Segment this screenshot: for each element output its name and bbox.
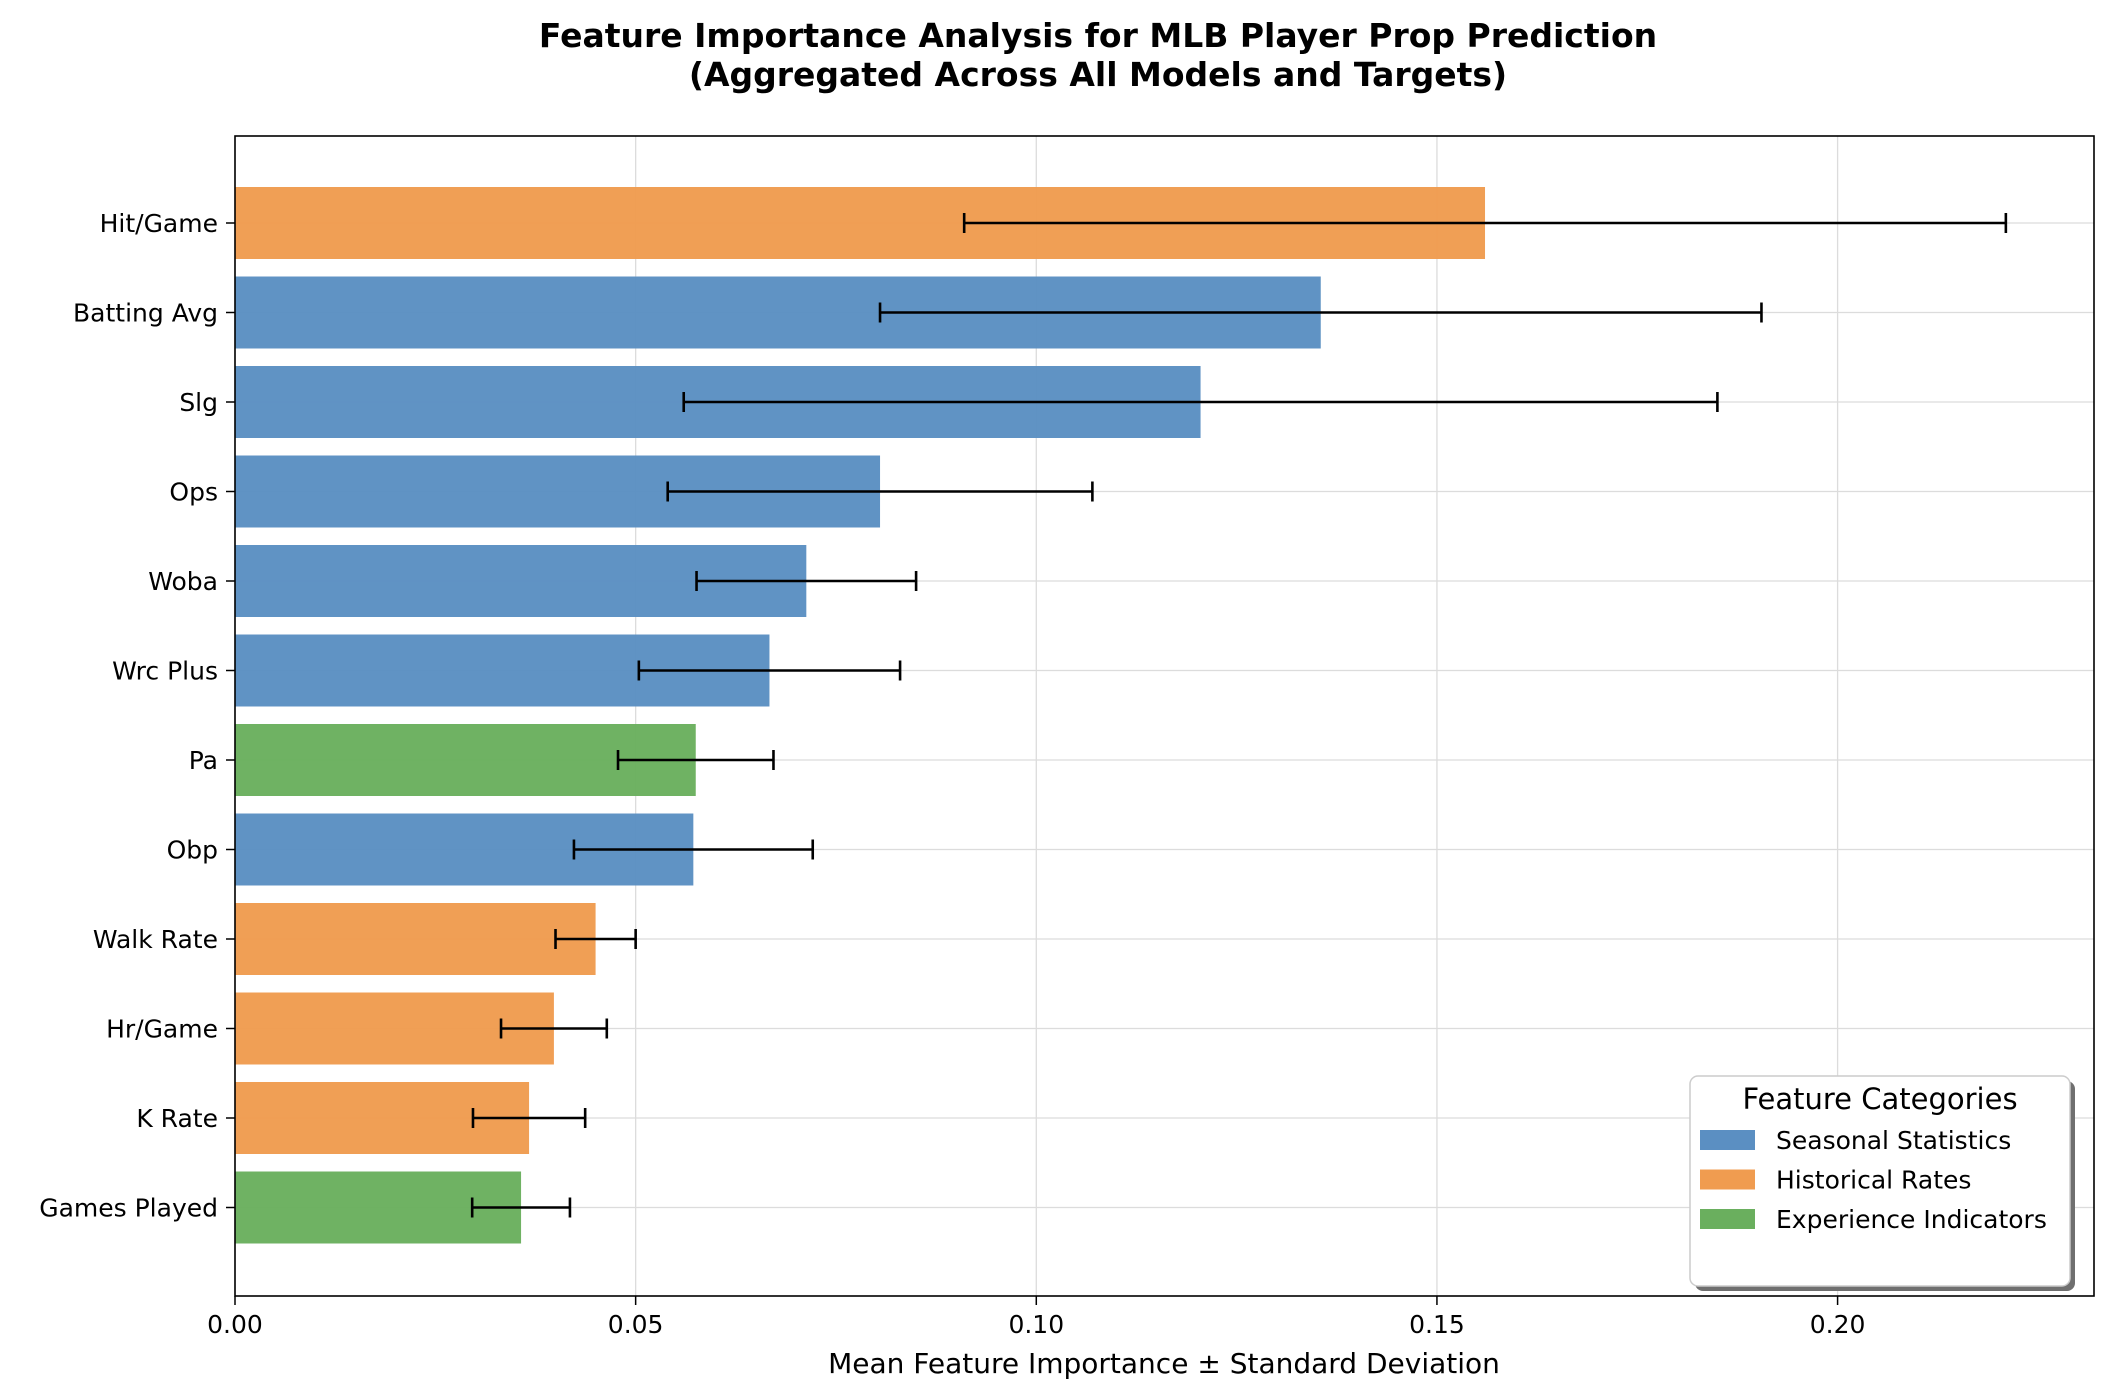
x-tick-label: 0.20 (1810, 1310, 1866, 1339)
x-axis-label: Mean Feature Importance ± Standard Devia… (828, 1347, 1500, 1380)
error-bar-walk-rate (554, 929, 637, 949)
error-bar-hit-game (962, 213, 2008, 233)
legend-label-historical-rates: Historical Rates (1776, 1166, 1971, 1195)
y-tick-label-wrc-plus: Wrc Plus (112, 657, 218, 686)
y-tick-label-k-rate: K Rate (136, 1104, 218, 1133)
y-tick-label-slg: Slg (179, 388, 218, 417)
legend-label-experience-indicators: Experience Indicators (1776, 1205, 2047, 1234)
plot-frame (234, 135, 2095, 1297)
legend-label-seasonal-statistics: Seasonal Statistics (1776, 1126, 2011, 1155)
y-tick-labels: Hit/Game Batting Avg Slg Ops Woba Wrc Plus Pa O… (39, 209, 235, 1223)
error-bar-wrc-plus (637, 660, 902, 681)
error-bar-k-rate (471, 1108, 587, 1128)
legend-title: Feature Categories (1742, 1082, 2017, 1116)
chart-subtitle: (Aggregated Across All Models and Target… (689, 55, 1507, 94)
bar-walk-rate (235, 903, 596, 975)
error-bar-slg (682, 392, 1719, 412)
error-bar-obp (572, 839, 815, 860)
x-tick-label: 0.15 (1409, 1310, 1465, 1339)
error-bar-batting-avg (878, 302, 1763, 323)
y-tick-label-ops: Ops (169, 478, 218, 507)
legend: Feature Categories Seasonal Statistics Hi… (1689, 1075, 2075, 1291)
y-tick-label-games-played: Games Played (39, 1194, 218, 1223)
chart-title: Feature Importance Analysis for MLB Play… (539, 16, 1657, 55)
y-tick-label-hit-game: Hit/Game (100, 209, 218, 238)
y-tick-label-batting-avg: Batting Avg (73, 299, 218, 328)
error-bar-hr-game (499, 1018, 609, 1039)
error-bar-pa (616, 750, 775, 770)
bars (235, 187, 1486, 1244)
legend-swatch-seasonal-statistics (1700, 1130, 1755, 1150)
legend-swatch-experience-indicators (1700, 1209, 1755, 1229)
y-tick-label-walk-rate: Walk Rate (93, 925, 218, 954)
y-tick-label-hr-game: Hr/Game (106, 1015, 218, 1044)
y-tick-label-woba: Woba (148, 567, 218, 596)
x-tick-label: 0.10 (1008, 1310, 1064, 1339)
x-tick-labels: 0.00 0.05 0.10 0.15 0.20 (207, 1296, 1865, 1339)
error-bar-ops (666, 481, 1094, 502)
y-tick-label-obp: Obp (167, 836, 218, 865)
error-bars (470, 213, 2008, 1218)
error-bar-games-played (470, 1197, 572, 1218)
legend-swatch-historical-rates (1700, 1169, 1755, 1190)
x-tick-label: 0.00 (207, 1310, 263, 1339)
x-tick-label: 0.05 (608, 1310, 664, 1339)
legend-box (1689, 1075, 2071, 1287)
error-bar-woba (695, 571, 918, 591)
y-tick-label-pa: Pa (189, 746, 218, 775)
